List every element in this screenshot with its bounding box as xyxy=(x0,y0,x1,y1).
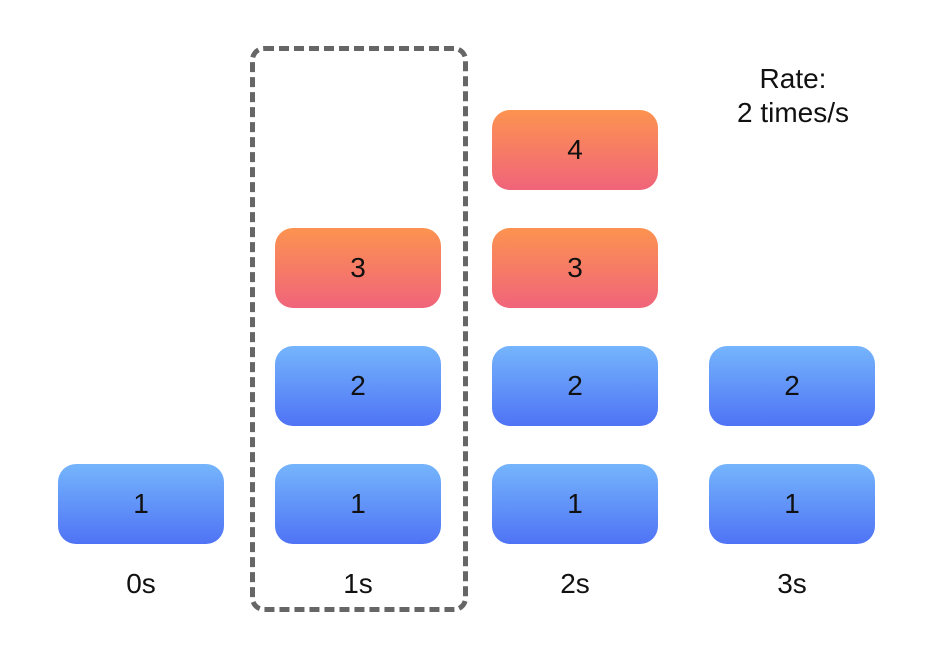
time-label: 2s xyxy=(560,568,590,599)
time-label: 1s xyxy=(343,568,373,599)
rate-note-line2: 2 times/s xyxy=(736,97,850,128)
request-block: 1 xyxy=(709,464,875,544)
rate-note-line1: Rate: xyxy=(759,63,827,94)
time-label: 3s xyxy=(777,568,807,599)
request-block: 1 xyxy=(275,464,441,544)
request-block: 3 xyxy=(492,228,658,308)
highlight-window-box xyxy=(250,46,468,612)
request-block: 2 xyxy=(492,346,658,426)
request-block: 2 xyxy=(709,346,875,426)
time-label: 0s xyxy=(126,568,156,599)
request-block: 4 xyxy=(492,110,658,190)
request-block: 2 xyxy=(275,346,441,426)
request-block: 1 xyxy=(492,464,658,544)
request-block: 1 xyxy=(58,464,224,544)
rate-note: Rate: 2 times/s xyxy=(700,62,886,130)
request-block: 3 xyxy=(275,228,441,308)
